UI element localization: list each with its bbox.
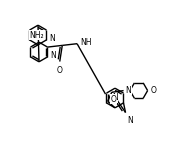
Text: N: N: [128, 115, 133, 125]
Text: N: N: [49, 34, 55, 43]
Text: N: N: [112, 93, 118, 102]
Text: O: O: [151, 86, 156, 95]
Text: N: N: [126, 86, 131, 95]
Text: O: O: [57, 66, 63, 75]
Text: NH: NH: [80, 38, 91, 47]
Text: NH₂: NH₂: [30, 31, 44, 40]
Text: N: N: [50, 51, 56, 60]
Text: O: O: [111, 95, 117, 104]
